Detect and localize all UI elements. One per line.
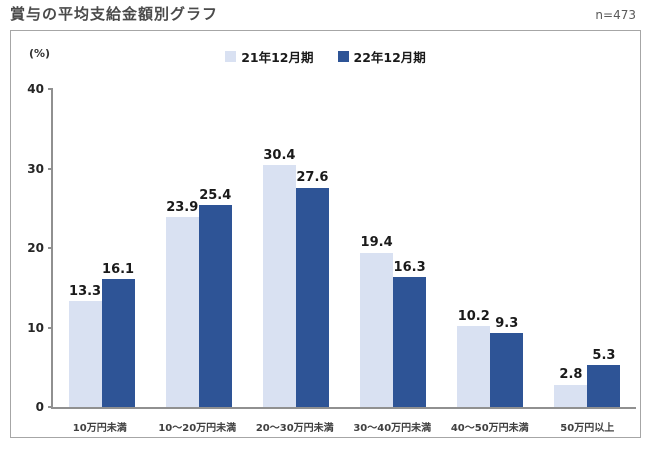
y-axis-unit-label: (%) bbox=[29, 47, 51, 60]
sample-size-label: n=473 bbox=[595, 8, 636, 22]
y-axis-tick: 10 bbox=[18, 322, 53, 334]
bar-value-label: 13.3 bbox=[69, 283, 102, 299]
bar-group: 10.2 9.3 bbox=[442, 89, 539, 407]
bar-value-label: 25.4 bbox=[199, 187, 232, 203]
page-title: 賞与の平均支給金額別グラフ bbox=[10, 5, 219, 23]
bar-group: 23.9 25.4 bbox=[150, 89, 247, 407]
legend-label: 22年12月期 bbox=[353, 50, 426, 65]
bar-with-label: 23.9 bbox=[165, 89, 199, 407]
bar bbox=[262, 165, 296, 407]
x-axis-category-label: 10万円未満 bbox=[72, 423, 127, 434]
bar-value-label: 23.9 bbox=[166, 199, 199, 215]
bar-with-label: 19.4 bbox=[360, 89, 394, 407]
bar-value-label: 16.1 bbox=[102, 261, 135, 277]
bar-with-label: 10.2 bbox=[457, 89, 491, 407]
legend-swatch-icon bbox=[337, 51, 349, 62]
x-axis-category-label: 50万円以上 bbox=[560, 423, 615, 434]
chart-legend: 21年12月期 22年12月期 bbox=[11, 47, 640, 66]
y-axis-tick-label: 0 bbox=[35, 400, 44, 414]
bar-value-label: 27.6 bbox=[296, 170, 329, 186]
y-axis-tick: 0 bbox=[18, 401, 53, 413]
legend-item: 22年12月期 bbox=[337, 47, 426, 66]
bar-with-label: 16.1 bbox=[101, 89, 135, 407]
bar-groups: 13.3 16.1 23.9 25.4 30.4 27.6 19.4 16.3 10.2 9.3 2… bbox=[53, 89, 636, 407]
legend-item: 21年12月期 bbox=[225, 47, 314, 66]
bar-group: 19.4 16.3 bbox=[345, 89, 442, 407]
bar-value-label: 30.4 bbox=[263, 148, 296, 164]
bar bbox=[393, 277, 427, 407]
plot-area: 13.3 16.1 23.9 25.4 30.4 27.6 19.4 16.3 10.2 9.3 2… bbox=[27, 83, 636, 413]
bar-with-label: 13.3 bbox=[68, 89, 102, 407]
bar-group: 13.3 16.1 bbox=[53, 89, 150, 407]
bar-value-label: 2.8 bbox=[559, 367, 583, 383]
bar bbox=[457, 325, 491, 407]
bar-with-label: 9.3 bbox=[490, 89, 524, 407]
bar-value-label: 16.3 bbox=[393, 260, 426, 276]
bar-value-label: 5.3 bbox=[592, 347, 616, 363]
bar-with-label: 2.8 bbox=[554, 89, 588, 407]
bar bbox=[587, 364, 621, 407]
bar-group: 30.4 27.6 bbox=[247, 89, 344, 407]
bar bbox=[198, 205, 232, 407]
x-axis-labels: 10万円未満 10〜20万円未満 20〜30万円未満 30〜40万円未満 40〜50万円… bbox=[51, 419, 636, 434]
y-axis-tick-label: 10 bbox=[27, 320, 44, 335]
y-axis-tick-mark bbox=[48, 326, 53, 329]
bar-with-label: 27.6 bbox=[295, 89, 329, 407]
y-axis-tick-mark bbox=[48, 88, 53, 90]
x-axis-category-label: 20〜30万円未満 bbox=[255, 423, 334, 434]
y-axis-tick: 40 bbox=[18, 83, 53, 95]
y-axis-tick-label: 40 bbox=[27, 82, 44, 96]
bar bbox=[554, 384, 588, 407]
y-axis-tick: 20 bbox=[18, 242, 53, 254]
y-axis-tick-mark bbox=[48, 167, 53, 170]
bar bbox=[68, 301, 102, 407]
y-axis-tick-mark bbox=[48, 406, 53, 408]
y-axis-tick-label: 30 bbox=[27, 161, 44, 176]
bar bbox=[490, 333, 524, 407]
y-axis-tick: 30 bbox=[18, 163, 53, 175]
bar-group: 2.8 5.3 bbox=[539, 89, 636, 407]
x-axis-category-label: 10〜20万円未満 bbox=[158, 423, 237, 434]
bar-value-label: 19.4 bbox=[360, 235, 393, 251]
bar-with-label: 25.4 bbox=[198, 89, 232, 407]
x-axis-category-label: 40〜50万円未満 bbox=[450, 423, 529, 434]
legend-label: 21年12月期 bbox=[241, 50, 314, 65]
bar bbox=[165, 217, 199, 407]
chart-frame: (%) 21年12月期 22年12月期 13.3 16.1 23.9 25.4 30.4 2… bbox=[10, 30, 641, 438]
bar bbox=[360, 252, 394, 407]
bar-with-label: 16.3 bbox=[393, 89, 427, 407]
bar-value-label: 10.2 bbox=[457, 308, 490, 324]
legend-swatch-icon bbox=[225, 51, 237, 62]
y-axis-tick-label: 20 bbox=[27, 241, 44, 255]
bar-value-label: 9.3 bbox=[495, 315, 519, 331]
bar-with-label: 5.3 bbox=[587, 89, 621, 407]
bar bbox=[295, 187, 329, 407]
x-axis-category-label: 30〜40万円未満 bbox=[353, 423, 432, 434]
y-axis-tick-mark bbox=[48, 247, 53, 249]
bar-with-label: 30.4 bbox=[262, 89, 296, 407]
bar bbox=[101, 279, 135, 407]
